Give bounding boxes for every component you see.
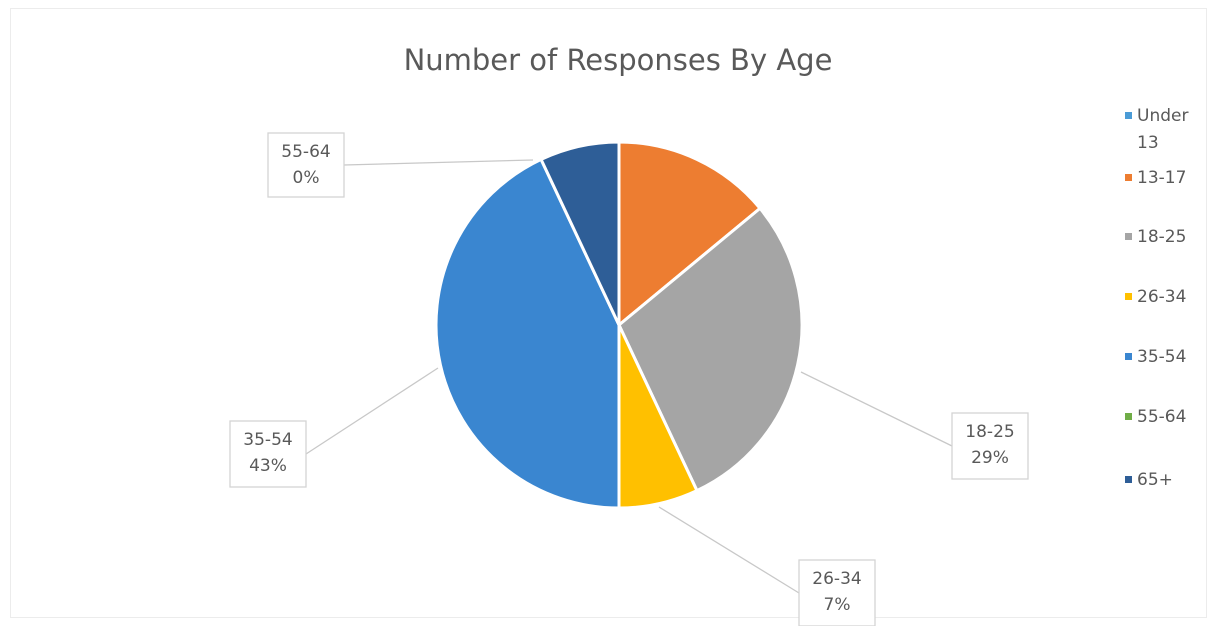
leader-line — [658, 506, 800, 594]
data-label-35-54: 35-54 43% — [229, 367, 439, 488]
data-labels: 55-64 0% 35-54 43% 18-25 29% 26-34 7% — [229, 132, 1029, 626]
legend-item-55-64: 55-64 — [1125, 407, 1186, 427]
legend-label: 55-64 — [1137, 407, 1186, 427]
legend-item-26-34: 26-34 — [1125, 287, 1186, 307]
label-percent: 29% — [971, 448, 1009, 468]
label-percent: 43% — [249, 456, 287, 476]
legend-label: 35-54 — [1137, 347, 1186, 367]
data-label-26-34: 26-34 7% — [658, 506, 876, 626]
legend-item-18-25: 18-25 — [1125, 227, 1186, 247]
legend-label: 13 — [1137, 133, 1159, 153]
label-percent: 0% — [293, 168, 320, 188]
label-box — [951, 412, 1029, 480]
legend: Under 13 13-17 18-25 26-34 35-54 55-64 65+ — [1125, 106, 1188, 490]
leader-line — [305, 367, 439, 455]
legend-swatch — [1125, 413, 1132, 420]
pie-slice-under-13 — [617, 140, 763, 329]
legend-swatch — [1125, 476, 1132, 483]
legend-swatch — [1125, 112, 1132, 119]
legend-swatch — [1125, 293, 1132, 300]
pie-slices — [434, 140, 804, 510]
pie-slice-35-54 — [434, 157, 621, 510]
label-percent: 7% — [824, 595, 851, 615]
data-label-55-64: 55-64 0% — [267, 132, 534, 198]
legend-swatch — [1125, 233, 1132, 240]
legend-swatch — [1125, 174, 1132, 181]
chart-frame — [10, 8, 1207, 618]
legend-item-13-17: 13-17 — [1125, 168, 1186, 188]
label-category: 35-54 — [243, 430, 292, 450]
leader-line — [800, 371, 953, 447]
label-box — [267, 132, 345, 198]
label-category: 18-25 — [965, 422, 1014, 442]
pie-slice-65 — [539, 140, 621, 326]
label-category: 55-64 — [281, 142, 330, 162]
legend-label: 13-17 — [1137, 168, 1186, 188]
legend-item-under-13: Under 13 — [1125, 106, 1188, 153]
leader-line — [343, 159, 534, 166]
label-box — [229, 420, 307, 488]
legend-item-35-54: 35-54 — [1125, 347, 1186, 367]
legend-label: 65+ — [1137, 470, 1173, 490]
legend-label: Under — [1137, 106, 1188, 126]
legend-label: 26-34 — [1137, 287, 1186, 307]
chart-title: Number of Responses By Age — [404, 43, 833, 77]
label-box — [798, 559, 876, 626]
legend-swatch — [1125, 353, 1132, 360]
label-category: 26-34 — [812, 569, 861, 589]
legend-label: 18-25 — [1137, 227, 1186, 247]
legend-item-65-: 65+ — [1125, 470, 1173, 490]
data-label-18-25: 18-25 29% — [800, 371, 1029, 480]
